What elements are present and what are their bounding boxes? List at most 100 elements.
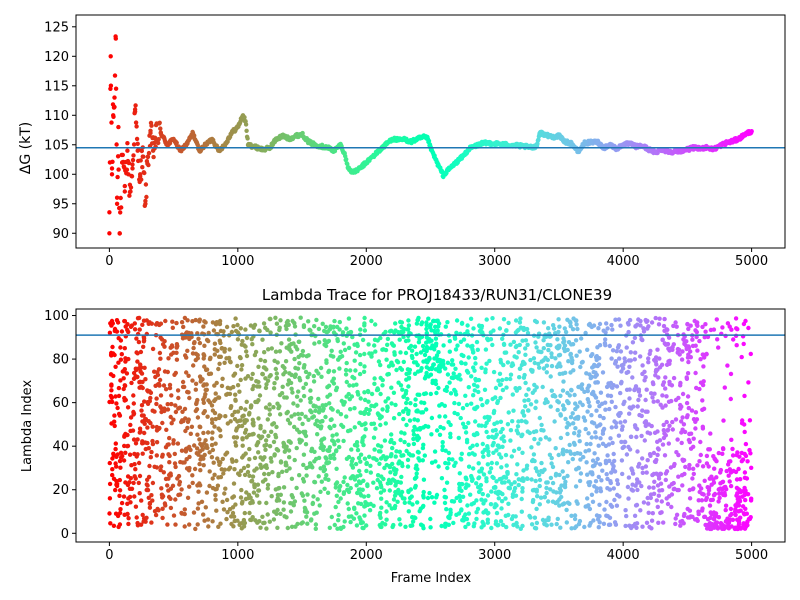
lambda-point: [258, 455, 263, 460]
lambda-point: [318, 365, 324, 371]
lambda-point: [403, 350, 409, 356]
delta-g-point: [109, 166, 115, 171]
lambda-point: [238, 418, 243, 423]
lambda-point: [118, 378, 123, 383]
lambda-point: [201, 512, 206, 517]
lambda-point: [292, 457, 297, 463]
lambda-point: [452, 463, 457, 468]
lambda-point: [507, 486, 513, 491]
lambda-point: [466, 420, 471, 426]
lambda-point: [422, 376, 428, 381]
delta-g-point: [125, 141, 130, 146]
lambda-point: [414, 471, 419, 476]
lambda-point: [450, 457, 455, 462]
y-tick-label: 125: [44, 20, 69, 35]
lambda-point: [743, 497, 748, 503]
lambda-point: [632, 357, 637, 362]
lambda-point: [158, 356, 163, 361]
lambda-point: [375, 473, 381, 478]
lambda-point: [393, 470, 398, 475]
lambda-point: [265, 417, 270, 422]
lambda-point: [212, 398, 217, 404]
lambda-point: [695, 463, 700, 468]
lambda-point: [603, 458, 609, 464]
lambda-point: [413, 402, 418, 408]
lambda-point: [397, 337, 402, 342]
lambda-point: [301, 393, 307, 399]
lambda-point: [633, 350, 638, 355]
lambda-point: [148, 390, 154, 395]
lambda-point: [373, 349, 378, 354]
lambda-point: [603, 337, 608, 342]
lambda-point: [190, 351, 196, 356]
lambda-point: [484, 479, 489, 484]
lambda-point: [287, 347, 292, 352]
lambda-point: [476, 485, 481, 490]
lambda-point: [504, 376, 509, 382]
lambda-point: [617, 494, 622, 499]
lambda-point: [577, 439, 582, 444]
lambda-point: [546, 326, 551, 331]
lambda-point: [411, 432, 417, 437]
lambda-point: [273, 349, 279, 354]
delta-g-point: [145, 154, 151, 159]
lambda-point: [296, 389, 301, 394]
lambda-point: [627, 523, 632, 528]
lambda-point: [446, 457, 452, 462]
lambda-point: [292, 412, 297, 417]
lambda-point: [635, 480, 640, 485]
lambda-point: [119, 500, 125, 506]
lambda-point: [627, 447, 633, 452]
delta-g-point: [116, 124, 121, 130]
lambda-point: [519, 418, 524, 424]
lambda-point: [125, 474, 131, 479]
lambda-point: [223, 486, 228, 491]
lambda-point: [343, 372, 349, 377]
lambda-point: [646, 510, 651, 515]
lambda-point: [715, 337, 720, 342]
lambda-point: [442, 487, 447, 493]
lambda-point: [383, 421, 388, 426]
lambda-point: [123, 359, 128, 364]
lambda-point: [739, 354, 744, 360]
lambda-point: [409, 494, 414, 499]
lambda-point: [694, 334, 699, 340]
lambda-point: [183, 428, 188, 434]
lambda-point: [218, 328, 224, 334]
lambda-point: [728, 506, 734, 512]
lambda-point: [704, 352, 709, 357]
lambda-point: [747, 418, 753, 423]
lambda-point: [648, 348, 653, 354]
lambda-point: [433, 381, 439, 387]
lambda-point: [140, 512, 145, 518]
lambda-point: [542, 400, 548, 406]
lambda-point: [407, 345, 412, 351]
lambda-point: [142, 430, 147, 436]
lambda-point: [523, 404, 528, 409]
lambda-point: [669, 482, 675, 487]
lambda-point: [475, 384, 480, 389]
lambda-point: [118, 345, 123, 350]
lambda-point: [174, 342, 180, 347]
lambda-point: [131, 437, 137, 442]
lambda-point: [736, 503, 742, 508]
lambda-point: [125, 511, 130, 517]
lambda-point: [297, 440, 303, 445]
lambda-point: [185, 495, 191, 500]
lambda-point: [428, 516, 433, 522]
lambda-point: [159, 405, 164, 411]
delta-g-point: [140, 165, 145, 170]
lambda-point: [394, 367, 399, 373]
lambda-point: [508, 342, 513, 347]
lambda-point: [648, 492, 654, 497]
lambda-point: [154, 453, 159, 458]
lambda-point: [429, 495, 435, 500]
lambda-point: [171, 350, 176, 355]
lambda-point: [240, 414, 245, 419]
lambda-point: [331, 452, 336, 457]
lambda-point: [482, 387, 488, 392]
lambda-point: [180, 418, 185, 423]
lambda-point: [671, 323, 676, 329]
lambda-point: [394, 449, 399, 454]
lambda-point: [654, 498, 659, 503]
